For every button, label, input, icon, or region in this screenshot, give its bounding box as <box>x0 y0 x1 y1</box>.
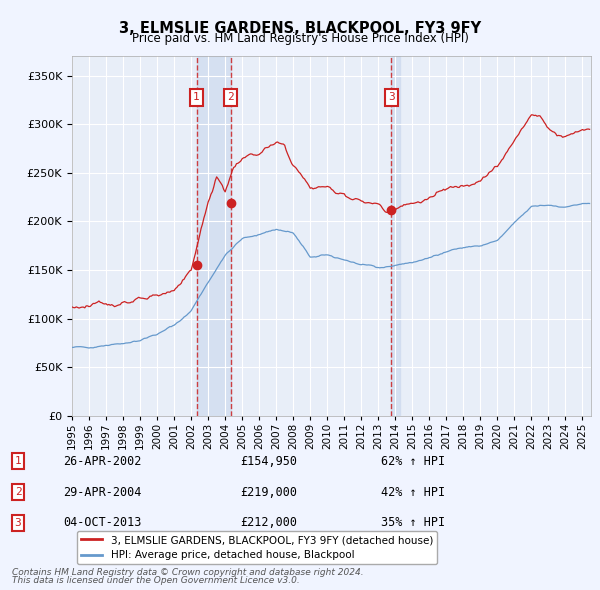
Text: 62% ↑ HPI: 62% ↑ HPI <box>381 455 445 468</box>
Bar <box>391 56 400 416</box>
Text: 3: 3 <box>14 518 22 527</box>
Text: 2: 2 <box>14 487 22 497</box>
Text: This data is licensed under the Open Government Licence v3.0.: This data is licensed under the Open Gov… <box>12 576 300 585</box>
Text: 04-OCT-2013: 04-OCT-2013 <box>63 516 142 529</box>
Text: 42% ↑ HPI: 42% ↑ HPI <box>381 486 445 499</box>
Text: Contains HM Land Registry data © Crown copyright and database right 2024.: Contains HM Land Registry data © Crown c… <box>12 568 364 577</box>
Text: 26-APR-2002: 26-APR-2002 <box>63 455 142 468</box>
Text: Price paid vs. HM Land Registry's House Price Index (HPI): Price paid vs. HM Land Registry's House … <box>131 32 469 45</box>
Text: 2: 2 <box>227 93 234 103</box>
Text: 1: 1 <box>14 457 22 466</box>
Text: 3: 3 <box>388 93 395 103</box>
Legend: 3, ELMSLIE GARDENS, BLACKPOOL, FY3 9FY (detached house), HPI: Average price, det: 3, ELMSLIE GARDENS, BLACKPOOL, FY3 9FY (… <box>77 531 437 565</box>
Text: 29-APR-2004: 29-APR-2004 <box>63 486 142 499</box>
Text: 35% ↑ HPI: 35% ↑ HPI <box>381 516 445 529</box>
Bar <box>197 56 231 416</box>
Text: £219,000: £219,000 <box>240 486 297 499</box>
Text: £212,000: £212,000 <box>240 516 297 529</box>
Text: £154,950: £154,950 <box>240 455 297 468</box>
Text: 1: 1 <box>193 93 200 103</box>
Text: 3, ELMSLIE GARDENS, BLACKPOOL, FY3 9FY: 3, ELMSLIE GARDENS, BLACKPOOL, FY3 9FY <box>119 21 481 35</box>
